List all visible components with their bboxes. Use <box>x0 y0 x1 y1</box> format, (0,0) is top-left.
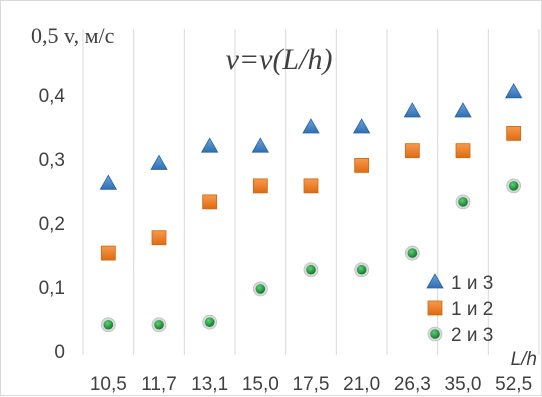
x-axis-label: L/h <box>511 349 537 370</box>
y-axis-ticks: 0 0,1 0,2 0,3 0,4 <box>39 86 66 363</box>
y-tick-label: 0,4 <box>39 86 66 107</box>
legend-item: 2 и 3 <box>427 325 493 346</box>
x-tick-label: 10,5 <box>90 374 127 395</box>
data-point-square <box>252 178 268 194</box>
data-point-triangle <box>504 82 523 99</box>
data-point-square <box>354 157 370 173</box>
data-point-square <box>303 178 319 194</box>
data-point-triangle <box>403 102 422 118</box>
data-point-circle <box>303 262 319 278</box>
legend-marker-square <box>427 300 443 316</box>
y-tick-label: 0 <box>54 342 65 363</box>
legend: 1 и 3 1 и 2 2 и 3 <box>426 273 493 346</box>
x-axis-ticks: 10,5 11,7 13,1 15,0 17,5 21,0 26,3 35,0 52,5 <box>90 374 532 395</box>
legend-item: 1 и 2 <box>427 299 493 320</box>
data-point-square <box>151 230 167 246</box>
data-point-square <box>506 126 522 141</box>
data-point-circle <box>354 262 370 278</box>
data-point-circle <box>506 178 522 194</box>
data-point-triangle <box>150 154 168 170</box>
data-point-square <box>404 143 420 159</box>
y-tick-label: 0,3 <box>39 150 65 171</box>
x-tick-label: 21,0 <box>343 374 380 395</box>
data-point-circle <box>252 281 268 297</box>
x-tick-label: 11,7 <box>141 374 177 395</box>
data-point-triangle <box>352 118 371 134</box>
data-point-circle <box>100 317 116 333</box>
data-point-circle <box>455 194 471 210</box>
y-axis-label: 0,5 v, м/с <box>31 23 115 48</box>
x-tick-label: 15,0 <box>242 374 279 395</box>
x-tick-label: 52,5 <box>495 374 532 395</box>
legend-marker-triangle <box>426 273 444 289</box>
data-points <box>99 82 523 333</box>
x-tick-label: 13,1 <box>191 374 228 395</box>
y-tick-label: 0,2 <box>39 214 65 235</box>
data-point-triangle <box>454 102 472 118</box>
vertical-gridlines <box>82 29 540 355</box>
legend-item: 1 и 3 <box>426 273 493 294</box>
data-point-circle <box>404 245 420 261</box>
data-point-triangle <box>302 118 320 134</box>
data-point-circle <box>202 314 218 330</box>
x-tick-label: 26,3 <box>394 374 431 395</box>
y-tick-label: 0,1 <box>39 278 65 299</box>
legend-label: 1 и 2 <box>451 299 493 320</box>
x-tick-label: 35,0 <box>445 374 482 395</box>
data-point-triangle <box>251 137 270 153</box>
data-point-circle <box>151 317 167 333</box>
chart-title: v=v(L/h) <box>226 43 333 76</box>
data-point-triangle <box>99 174 118 190</box>
data-point-square <box>202 194 218 210</box>
x-tick-label: 17,5 <box>293 374 330 395</box>
data-point-triangle <box>200 137 219 153</box>
legend-marker-circle <box>427 326 443 342</box>
data-point-square <box>455 143 471 159</box>
legend-label: 1 и 3 <box>451 273 493 294</box>
legend-label: 2 и 3 <box>451 325 493 346</box>
data-point-square <box>100 245 116 261</box>
